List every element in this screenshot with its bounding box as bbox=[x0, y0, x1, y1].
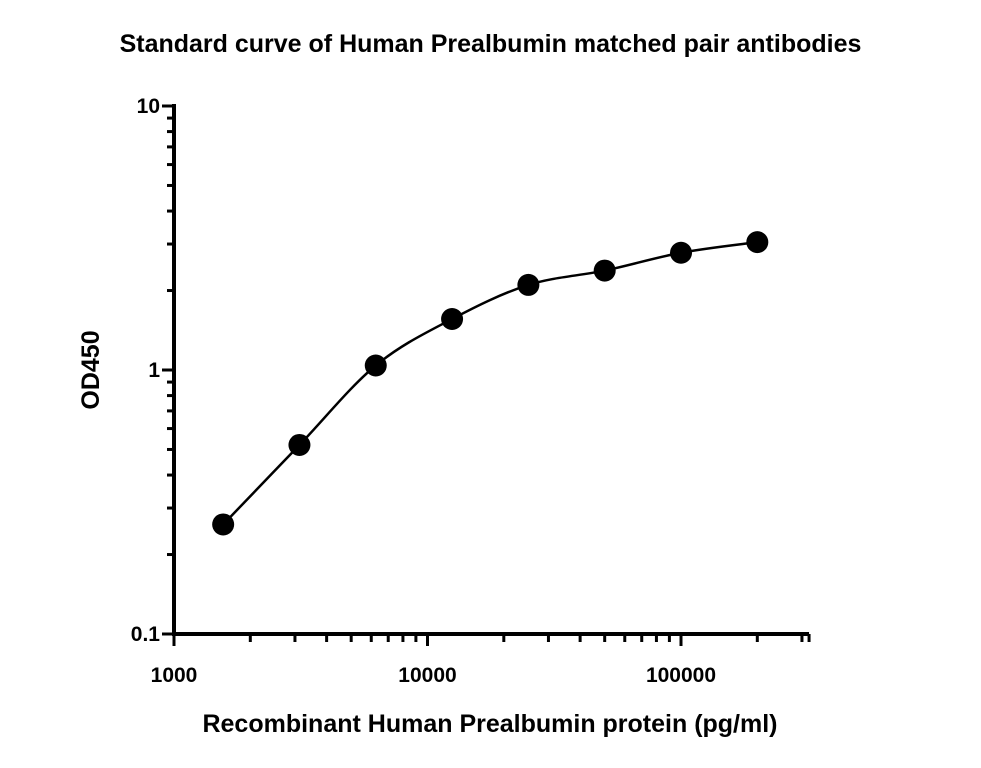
data-point bbox=[670, 241, 692, 264]
chart-title: Standard curve of Human Prealbumin match… bbox=[119, 30, 862, 58]
data-points-layer bbox=[212, 231, 769, 536]
data-point bbox=[212, 513, 235, 536]
data-point bbox=[746, 231, 769, 254]
data-point bbox=[288, 433, 311, 456]
data-point bbox=[441, 308, 464, 331]
x-tick-label: 100000 bbox=[646, 664, 716, 687]
y-tick-label: 1 bbox=[148, 359, 160, 382]
y-tick-label: 10 bbox=[137, 95, 160, 118]
y-axis-title: OD450 bbox=[77, 330, 105, 409]
data-point bbox=[364, 354, 387, 377]
y-tick-label: 0.1 bbox=[131, 623, 161, 646]
data-point bbox=[593, 259, 616, 282]
fit-curve-layer bbox=[222, 240, 758, 526]
data-point bbox=[517, 273, 540, 296]
axes bbox=[162, 104, 811, 646]
tick-labels-layer: 0.1 1 10 1000 10000 100000 bbox=[131, 95, 716, 687]
x-axis-title: Recombinant Human Prealbumin protein (pg… bbox=[202, 710, 777, 738]
fit-curve-line bbox=[222, 240, 758, 526]
x-tick-label: 1000 bbox=[151, 664, 198, 687]
x-tick-label: 10000 bbox=[398, 664, 456, 687]
